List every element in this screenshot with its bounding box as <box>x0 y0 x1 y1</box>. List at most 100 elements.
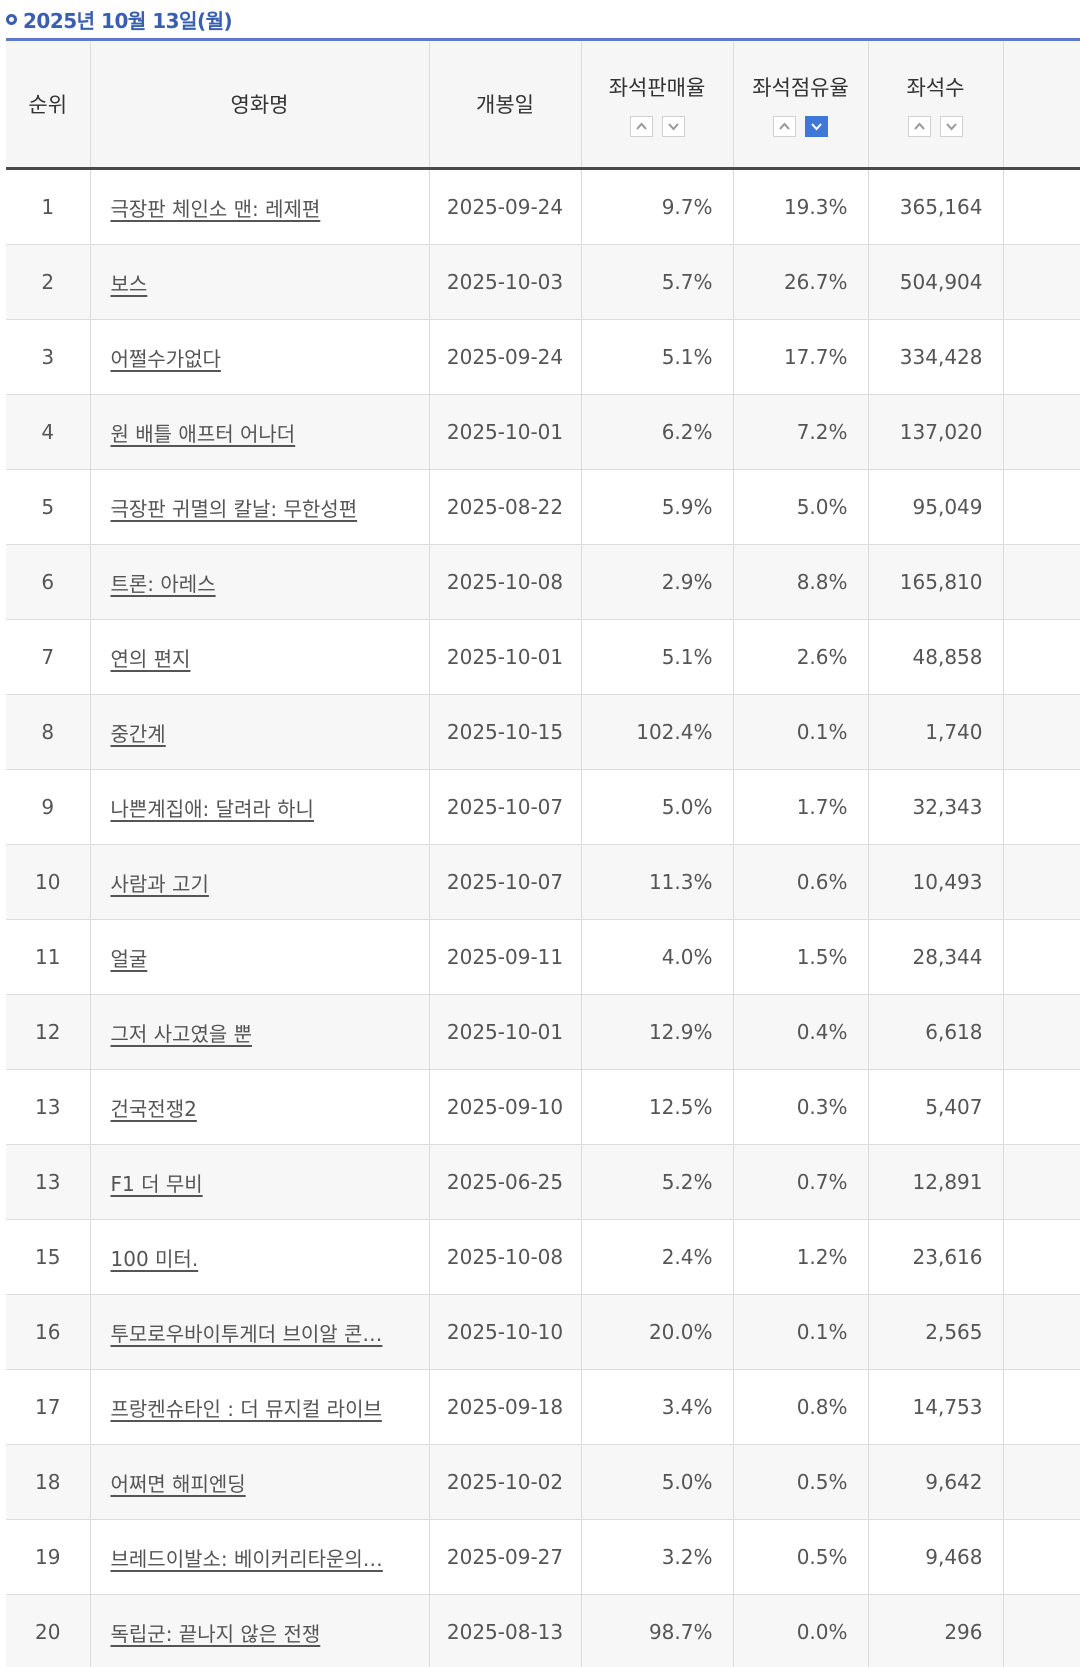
sales-rate-cell: 102.4% <box>581 694 734 770</box>
movie-title-cell[interactable]: 프랑켄슈타인 : 더 뮤지컬 라이브 <box>90 1369 430 1445</box>
chevron-down-icon <box>667 122 679 130</box>
movie-title-cell[interactable]: 건국전쟁2 <box>90 1069 430 1145</box>
movie-title-cell[interactable]: 그저 사고였을 뿐 <box>90 994 430 1070</box>
occupancy-cell: 8.8% <box>733 544 869 620</box>
movie-title-link[interactable]: 중간계 <box>110 721 166 746</box>
table-body: 1 극장판 체인소 맨: 레제편 2025-09-24 9.7% 19.3% 365,16… <box>6 168 1080 1667</box>
movie-title-link[interactable]: 얼굴 <box>110 946 148 971</box>
rank-cell: 8 <box>6 694 91 770</box>
release-date-cell: 2025-10-08 <box>429 544 582 620</box>
movie-title-cell[interactable]: 극장판 귀멸의 칼날: 무한성편 <box>90 469 430 545</box>
rank-cell: 4 <box>6 394 91 470</box>
sales-rate-cell: 6.2% <box>581 394 734 470</box>
movie-title-link[interactable]: 나쁜계집애: 달려라 하니 <box>110 796 314 821</box>
movie-title-link[interactable]: F1 더 무비 <box>110 1171 203 1196</box>
sales-rate-cell: 3.4% <box>581 1369 734 1445</box>
movie-title-link[interactable]: 극장판 귀멸의 칼날: 무한성편 <box>110 496 358 521</box>
movie-title-cell[interactable]: 어쩔수가없다 <box>90 319 430 395</box>
overflow-cell <box>1003 769 1080 845</box>
sales-rate-cell: 5.1% <box>581 319 734 395</box>
movie-title-link[interactable]: 100 미터. <box>110 1246 199 1271</box>
table-row: 11 얼굴 2025-09-11 4.0% 1.5% 28,344 <box>6 919 1080 995</box>
movie-title-cell[interactable]: 연의 편지 <box>90 619 430 695</box>
table-top-border <box>6 38 1080 41</box>
rank-cell: 19 <box>6 1519 91 1595</box>
movie-title-link[interactable]: 투모로우바이투게더 브이알 콘… <box>110 1321 383 1346</box>
movie-title-cell[interactable]: F1 더 무비 <box>90 1144 430 1220</box>
chevron-up-icon <box>779 122 790 130</box>
table-row: 19 브레드이발소: 베이커리타운의… 2025-09-27 3.2% 0.5% 9,46… <box>6 1519 1080 1595</box>
movie-title-cell[interactable]: 어쩌면 해피엔딩 <box>90 1444 430 1520</box>
occupancy-cell: 0.1% <box>733 1294 869 1370</box>
overflow-cell <box>1003 694 1080 770</box>
col-release-header: 개봉일 <box>429 41 582 170</box>
overflow-cell <box>1003 844 1080 920</box>
table-row: 9 나쁜계집애: 달려라 하니 2025-10-07 5.0% 1.7% 32,343 <box>6 769 1080 845</box>
seats-cell: 504,904 <box>868 244 1004 320</box>
movie-title-cell[interactable]: 나쁜계집애: 달려라 하니 <box>90 769 430 845</box>
seats-cell: 23,616 <box>868 1219 1004 1295</box>
movie-title-cell[interactable]: 원 배틀 애프터 어나더 <box>90 394 430 470</box>
movie-title-link[interactable]: 어쩔수가없다 <box>110 346 221 371</box>
rank-cell: 1 <box>6 168 91 245</box>
occupancy-sort-desc-button[interactable] <box>805 115 828 137</box>
movie-title-link[interactable]: 독립군: 끝나지 않은 전쟁 <box>110 1621 321 1646</box>
seats-cell: 137,020 <box>868 394 1004 470</box>
rank-cell: 9 <box>6 769 91 845</box>
release-date-cell: 2025-08-22 <box>429 469 582 545</box>
movie-title-link[interactable]: 원 배틀 애프터 어나더 <box>110 421 296 446</box>
movie-title-cell[interactable]: 100 미터. <box>90 1219 430 1295</box>
movie-title-cell[interactable]: 중간계 <box>90 694 430 770</box>
sales-rate-sort-desc-button[interactable] <box>661 115 685 137</box>
overflow-cell <box>1003 1519 1080 1595</box>
movie-title-cell[interactable]: 투모로우바이투게더 브이알 콘… <box>90 1294 430 1370</box>
movie-title-cell[interactable]: 독립군: 끝나지 않은 전쟁 <box>90 1594 430 1667</box>
movie-title-cell[interactable]: 보스 <box>90 244 430 320</box>
overflow-cell <box>1003 319 1080 395</box>
occupancy-cell: 26.7% <box>733 244 869 320</box>
table-row: 16 투모로우바이투게더 브이알 콘… 2025-10-10 20.0% 0.1% 2,5… <box>6 1294 1080 1370</box>
occupancy-sort-asc-button[interactable] <box>773 115 796 137</box>
release-date-cell: 2025-10-07 <box>429 844 582 920</box>
table-row: 4 원 배틀 애프터 어나더 2025-10-01 6.2% 7.2% 137,020 <box>6 394 1080 470</box>
sales-rate-sort-asc-button[interactable] <box>629 115 653 137</box>
release-date-cell: 2025-09-24 <box>429 319 582 395</box>
col-occupancy-header: 좌석점유율 <box>733 41 869 170</box>
overflow-cell <box>1003 1444 1080 1520</box>
movie-title-cell[interactable]: 얼굴 <box>90 919 430 995</box>
movie-title-link[interactable]: 건국전쟁2 <box>110 1096 197 1121</box>
movie-title-link[interactable]: 극장판 체인소 맨: 레제편 <box>110 196 321 221</box>
table-row: 2 보스 2025-10-03 5.7% 26.7% 504,904 <box>6 244 1080 320</box>
sales-rate-cell: 5.7% <box>581 244 734 320</box>
col-overflow-header <box>1003 41 1080 170</box>
movie-title-link[interactable]: 연의 편지 <box>110 646 191 671</box>
movie-title-link[interactable]: 브레드이발소: 베이커리타운의… <box>110 1546 383 1571</box>
table-header-row: 순위 영화명 개봉일 좌석판매율 좌석점유율 <box>6 41 1080 170</box>
col-sales-rate-header: 좌석판매율 <box>581 41 734 170</box>
movie-title-cell[interactable]: 브레드이발소: 베이커리타운의… <box>90 1519 430 1595</box>
table-row: 1 극장판 체인소 맨: 레제편 2025-09-24 9.7% 19.3% 365,16… <box>6 168 1080 245</box>
movie-title-cell[interactable]: 트론: 아레스 <box>90 544 430 620</box>
rank-cell: 18 <box>6 1444 91 1520</box>
movie-title-cell[interactable]: 극장판 체인소 맨: 레제편 <box>90 168 430 245</box>
seats-cell: 165,810 <box>868 544 1004 620</box>
release-date-cell: 2025-09-18 <box>429 1369 582 1445</box>
sales-rate-cell: 5.9% <box>581 469 734 545</box>
movie-title-link[interactable]: 사람과 고기 <box>110 871 209 896</box>
seats-cell: 334,428 <box>868 319 1004 395</box>
movie-title-cell[interactable]: 사람과 고기 <box>90 844 430 920</box>
movie-title-link[interactable]: 보스 <box>110 271 148 296</box>
rank-cell: 6 <box>6 544 91 620</box>
table-row: 6 트론: 아레스 2025-10-08 2.9% 8.8% 165,810 <box>6 544 1080 620</box>
movie-title-link[interactable]: 그저 사고였을 뿐 <box>110 1021 253 1046</box>
sales-rate-cell: 11.3% <box>581 844 734 920</box>
occupancy-cell: 0.8% <box>733 1369 869 1445</box>
seats-sort-desc-button[interactable] <box>940 115 963 137</box>
occupancy-cell: 1.2% <box>733 1219 869 1295</box>
date-heading: 2025년 10월 13일(월) <box>6 0 233 38</box>
movie-title-link[interactable]: 어쩌면 해피엔딩 <box>110 1471 246 1496</box>
movie-title-link[interactable]: 프랑켄슈타인 : 더 뮤지컬 라이브 <box>110 1396 382 1421</box>
occupancy-cell: 0.6% <box>733 844 869 920</box>
movie-title-link[interactable]: 트론: 아레스 <box>110 571 216 596</box>
seats-sort-asc-button[interactable] <box>908 115 931 137</box>
